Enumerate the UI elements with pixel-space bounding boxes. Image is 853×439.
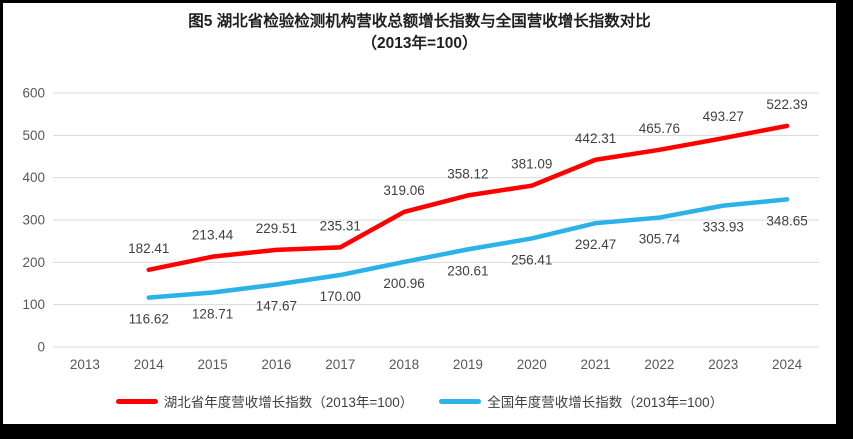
x-axis-tick-label: 2023 — [708, 357, 738, 372]
x-axis-tick-label: 2015 — [198, 357, 228, 372]
data-label-series-1: 147.67 — [256, 298, 297, 313]
data-label-series-0: 229.51 — [256, 221, 297, 236]
data-label-series-1: 116.62 — [129, 312, 169, 327]
y-axis-tick-label: 0 — [37, 340, 45, 355]
x-axis-tick-label: 2018 — [389, 357, 419, 372]
data-label-series-1: 333.93 — [703, 220, 744, 235]
chart-title-block: 图5 湖北省检验检测机构营收总额增长指数与全国营收增长指数对比 （2013年=1… — [3, 11, 836, 55]
data-label-series-0: 235.31 — [320, 218, 361, 233]
chart-canvas: 图5 湖北省检验检测机构营收总额增长指数与全国营收增长指数对比 （2013年=1… — [3, 3, 836, 424]
chart-title: 图5 湖北省检验检测机构营收总额增长指数与全国营收增长指数对比 — [188, 13, 651, 30]
data-label-series-1: 170.00 — [320, 289, 361, 304]
x-axis-tick-label: 2020 — [517, 357, 547, 372]
data-label-series-1: 200.96 — [383, 276, 424, 291]
y-axis-tick-label: 200 — [22, 255, 45, 270]
data-label-series-0: 182.41 — [128, 241, 169, 256]
data-label-series-1: 128.71 — [192, 307, 233, 322]
data-label-series-1: 230.61 — [447, 263, 488, 278]
data-label-series-0: 358.12 — [447, 166, 488, 181]
data-label-series-1: 292.47 — [575, 237, 616, 252]
x-axis-tick-label: 2014 — [134, 357, 165, 372]
y-axis-tick-label: 500 — [22, 128, 45, 143]
y-axis-tick-label: 600 — [22, 86, 45, 101]
data-label-series-1: 305.74 — [639, 232, 681, 247]
data-label-series-1: 256.41 — [511, 252, 552, 267]
legend-item-national[interactable]: 全国年度营收增长指数（2013年=100） — [439, 391, 723, 411]
legend-item-hubei[interactable]: 湖北省年度营收增长指数（2013年=100） — [115, 391, 414, 411]
legend-label-hubei: 湖北省年度营收增长指数（2013年=100） — [163, 395, 414, 410]
y-axis-tick-label: 100 — [22, 297, 45, 312]
data-label-series-0: 522.39 — [766, 97, 807, 112]
y-axis-tick-label: 400 — [22, 170, 45, 185]
x-axis-tick-label: 2016 — [261, 357, 291, 372]
x-axis-tick-label: 2017 — [325, 357, 355, 372]
data-label-series-0: 442.31 — [575, 131, 616, 146]
chart-legend: 湖北省年度营收增长指数（2013年=100） 全国年度营收增长指数（2013年=… — [3, 391, 836, 411]
data-label-series-0: 465.76 — [639, 121, 680, 136]
data-label-series-0: 319.06 — [383, 183, 424, 198]
data-label-series-1: 348.65 — [766, 213, 807, 228]
chart-plot-area: 0 100 200 300 400 500 600 2013 2014 2015 2016 2017 2… — [22, 86, 819, 372]
legend-label-national: 全国年度营收增长指数（2013年=100） — [487, 395, 724, 410]
data-label-series-0: 493.27 — [703, 109, 744, 124]
x-axis-tick-label: 2022 — [644, 357, 674, 372]
data-label-series-0: 213.44 — [192, 228, 234, 243]
x-axis-tick-label: 2019 — [453, 357, 483, 372]
legend-swatch-hubei — [115, 398, 158, 404]
x-axis-tick-label: 2024 — [772, 357, 803, 372]
series-line-1 — [146, 197, 790, 300]
legend-swatch-national — [439, 398, 482, 404]
data-label-series-0: 381.09 — [511, 157, 552, 172]
x-axis-tick-label: 2013 — [70, 357, 100, 372]
chart-subtitle: （2013年=100） — [361, 35, 478, 52]
series-line-0 — [146, 123, 790, 273]
x-axis-tick-label: 2021 — [581, 357, 611, 372]
y-axis-tick-label: 300 — [22, 213, 45, 228]
